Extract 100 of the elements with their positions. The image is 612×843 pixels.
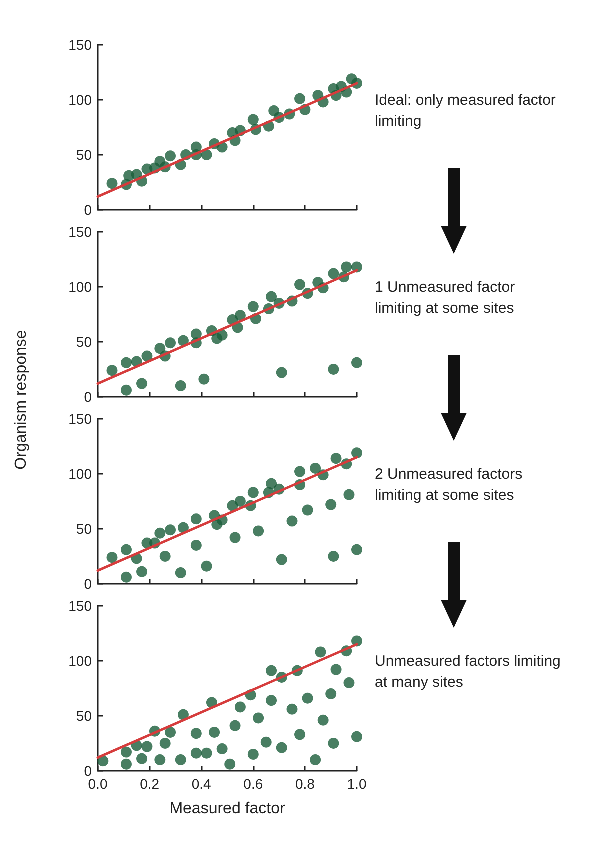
point (248, 114, 259, 126)
point (142, 350, 153, 362)
point (310, 463, 322, 474)
point (266, 695, 278, 706)
point (352, 544, 362, 556)
point (136, 566, 148, 578)
point (352, 731, 362, 742)
point (352, 357, 362, 368)
point (310, 754, 322, 766)
point (276, 554, 288, 566)
point (160, 738, 171, 749)
point (328, 738, 340, 749)
point (328, 268, 340, 280)
point (330, 664, 342, 676)
y-tick-label: 150 (68, 598, 92, 614)
point (341, 262, 352, 273)
point (248, 301, 259, 312)
x-tick-label: 1.0 (347, 776, 367, 792)
point (344, 489, 355, 500)
point (315, 646, 326, 658)
point (302, 504, 314, 516)
point (175, 380, 186, 392)
point (154, 343, 166, 354)
point (286, 704, 298, 715)
point (190, 728, 202, 740)
point (190, 514, 202, 525)
point (248, 487, 259, 498)
point (216, 744, 228, 754)
text: 1 Unmeasured factor limiting at some sites (375, 278, 516, 319)
point (106, 178, 118, 190)
point (175, 754, 186, 766)
y-tick-label: 100 (68, 653, 92, 669)
x-tick-label: 0.6 (244, 776, 264, 792)
y-tick-label: 50 (76, 147, 92, 163)
point (165, 338, 176, 349)
point (190, 748, 202, 759)
point (294, 93, 306, 104)
point (234, 496, 246, 507)
point (165, 727, 176, 738)
point (230, 532, 241, 544)
y-tick-label: 50 (76, 708, 92, 724)
point (154, 528, 166, 539)
y-tick-label: 0 (84, 763, 92, 779)
y-tick-label: 0 (84, 389, 92, 405)
y-tick-label: 100 (68, 92, 92, 108)
text: Unmeasured factors limiting at many sites (375, 652, 562, 693)
y-tick-label: 50 (76, 334, 92, 350)
x-tick-label: 0.0 (88, 776, 108, 792)
point (276, 742, 288, 754)
point (165, 150, 176, 162)
x-tick-label: 0.4 (192, 776, 212, 792)
y-tick-label: 100 (68, 466, 92, 482)
point (121, 384, 132, 396)
point (201, 150, 212, 160)
y-tick-label: 0 (84, 576, 92, 592)
x-axis-title: Measured factor (170, 800, 286, 818)
point (201, 748, 212, 759)
y-tick-label: 150 (68, 224, 92, 240)
point (294, 466, 306, 478)
point (201, 560, 212, 572)
point (154, 754, 166, 766)
point (328, 551, 340, 562)
point (234, 310, 246, 322)
point (302, 692, 314, 704)
point (198, 374, 210, 385)
point (234, 702, 246, 713)
point (165, 524, 176, 536)
point (276, 367, 288, 378)
point (266, 665, 278, 676)
point (209, 727, 220, 738)
point (160, 551, 171, 562)
y-tick-label: 150 (68, 37, 92, 53)
point (142, 741, 153, 752)
y-tick-label: 150 (68, 411, 92, 427)
point (230, 720, 241, 732)
point (106, 365, 118, 376)
x-tick-label: 0.8 (295, 776, 316, 792)
point (121, 544, 132, 556)
point (136, 753, 148, 764)
point (260, 736, 272, 748)
point (248, 749, 259, 760)
point (121, 357, 132, 368)
point (352, 448, 362, 459)
point (224, 758, 236, 770)
point (328, 364, 340, 375)
point (294, 279, 306, 290)
point (286, 516, 298, 527)
point (253, 526, 264, 537)
point (330, 453, 342, 464)
point (266, 291, 278, 302)
point (253, 712, 264, 724)
y-tick-label: 0 (84, 202, 92, 218)
point (175, 568, 186, 578)
y-axis-title: Organism response (13, 330, 31, 470)
text: Ideal: only measured factor limiting (375, 91, 557, 132)
x-tick-label: 0.2 (140, 776, 160, 792)
point (326, 688, 337, 700)
point (216, 330, 228, 341)
point (106, 552, 118, 564)
point (294, 729, 306, 740)
